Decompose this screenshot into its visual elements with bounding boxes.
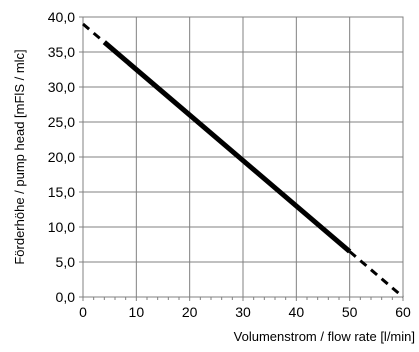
x-tick-label: 60 (395, 304, 411, 320)
y-tick-label: 35,0 (48, 44, 75, 60)
y-tick-labels: 0,0 5,0 10,0 15,0 20,0 25,0 30,0 35,0 40,0 (48, 9, 75, 305)
x-tick-labels: 0 10 20 30 40 50 60 (79, 304, 411, 320)
y-tick-label: 10,0 (48, 219, 75, 235)
x-tick-label: 50 (342, 304, 358, 320)
y-tick-label: 15,0 (48, 184, 75, 200)
y-tick-label: 20,0 (48, 149, 75, 165)
series-layer (82, 22, 404, 299)
x-ticks (82, 297, 404, 301)
x-tick-label: 40 (289, 304, 305, 320)
curve-segment-dashed (348, 250, 404, 299)
y-tick-label: 40,0 (48, 9, 75, 25)
y-tick-label: 30,0 (48, 79, 75, 95)
y-ticks (79, 16, 83, 298)
y-tick-label: 0,0 (56, 289, 76, 305)
curve-segment-solid (102, 40, 352, 254)
y-tick-label: 25,0 (48, 114, 75, 130)
x-tick-label: 30 (235, 304, 251, 320)
x-axis-label: Volumenstrom / flow rate [l/min] (234, 329, 415, 344)
curve-segment-dashed (82, 22, 106, 44)
y-tick-label: 5,0 (56, 254, 76, 270)
x-tick-label: 0 (79, 304, 87, 320)
y-axis-label: Förderhöhe / pump head [mFlS / mlc] (12, 49, 27, 264)
x-tick-label: 10 (129, 304, 145, 320)
grid-horizontal (83, 51, 403, 263)
x-tick-label: 20 (182, 304, 198, 320)
